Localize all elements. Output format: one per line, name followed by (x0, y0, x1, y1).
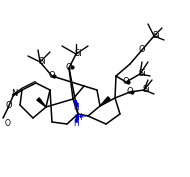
Text: O: O (49, 72, 55, 81)
Text: Si: Si (142, 85, 150, 95)
Text: O: O (6, 101, 12, 110)
Text: H: H (76, 113, 82, 121)
Text: O: O (139, 45, 145, 55)
Text: O: O (66, 64, 72, 73)
Text: Si: Si (152, 32, 160, 41)
Text: O: O (123, 78, 129, 87)
Text: N: N (11, 90, 17, 98)
Text: H: H (73, 118, 79, 127)
Polygon shape (100, 97, 110, 106)
Text: Si: Si (38, 58, 46, 67)
Text: Si: Si (138, 70, 146, 79)
Polygon shape (37, 98, 46, 107)
Text: H: H (73, 104, 79, 113)
Text: Si: Si (74, 50, 82, 59)
Text: O: O (127, 87, 133, 96)
Text: O: O (5, 119, 11, 129)
